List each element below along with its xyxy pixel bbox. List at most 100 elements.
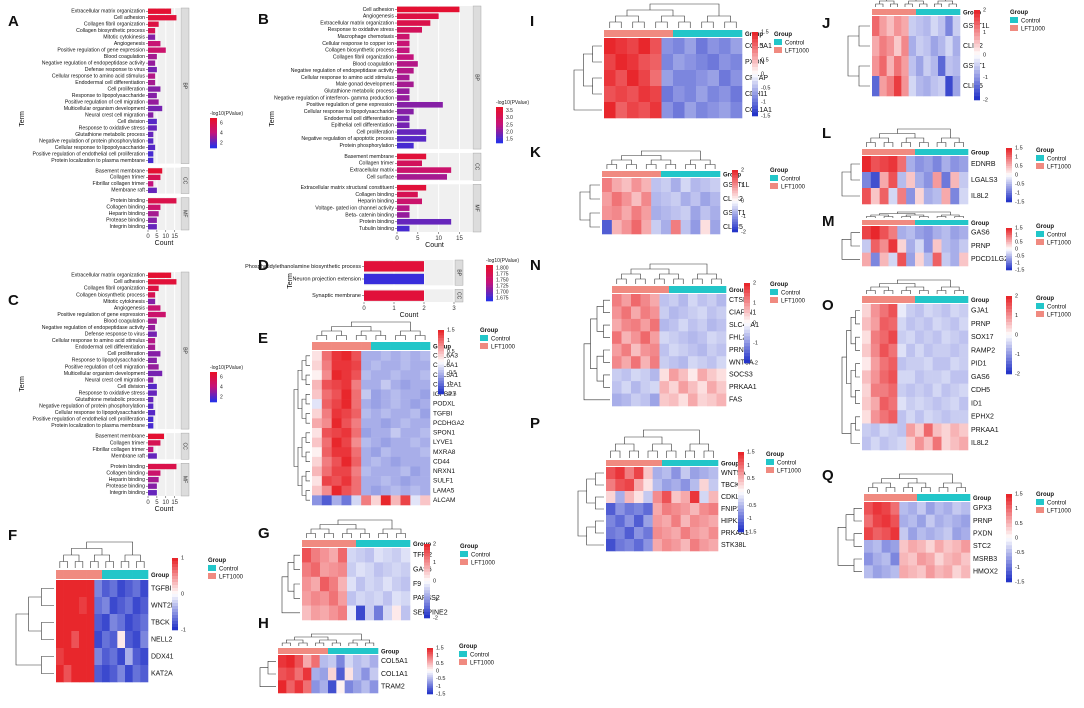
heatmap-cell	[311, 655, 320, 668]
colorbar-segment	[172, 561, 178, 565]
term-label: Cell proliferation	[357, 129, 395, 135]
heatmap-cell	[312, 389, 323, 400]
dendrogram-branch	[883, 290, 894, 294]
colorbar-segment	[438, 367, 444, 371]
heatmap-cell	[312, 476, 323, 487]
heatmap-cell	[602, 178, 613, 193]
heatmap-cell	[390, 389, 401, 400]
colorbar-segment	[438, 362, 444, 365]
heatmap-cell	[680, 479, 691, 492]
dendrogram-branch	[586, 526, 604, 546]
dendrogram-branch	[685, 164, 696, 169]
heatmap-cell	[716, 331, 727, 345]
panel-label-L: L	[822, 125, 831, 142]
group-annotation-cell	[961, 494, 971, 501]
bar	[397, 101, 443, 108]
colorbar-segment	[424, 584, 430, 588]
colorbar-segment	[1006, 367, 1012, 372]
row-dendrogram	[837, 508, 862, 572]
dendrogram-branch	[650, 159, 672, 165]
heatmap-cell	[341, 456, 352, 467]
heatmap-cell	[94, 597, 103, 615]
heatmap-cell	[294, 655, 304, 668]
bar	[148, 204, 161, 210]
heatmap-cell	[602, 206, 613, 221]
heatmap-cell	[870, 304, 880, 318]
colorbar-segment	[1006, 348, 1012, 352]
bar	[397, 136, 427, 142]
colorbar-segment	[210, 133, 217, 135]
heatmap-cell	[606, 491, 616, 504]
heatmap-cell	[420, 399, 431, 410]
heatmap-cell	[899, 565, 909, 579]
x-tick-label: 10	[162, 500, 169, 506]
x-tick-label: 3	[452, 306, 456, 312]
colorbar-segment	[172, 570, 178, 574]
bar	[397, 153, 427, 160]
heatmap-cell	[336, 680, 345, 694]
colorbar-segment	[172, 573, 178, 577]
group-annotation-cell	[71, 570, 80, 579]
dendrogram-branch	[336, 335, 347, 340]
term-label: Negative regulation of endopeptidase act…	[42, 325, 146, 331]
heatmap-cell	[351, 351, 362, 361]
colorbar-tick-label: -0.5	[747, 503, 756, 509]
group-annotation-cell	[708, 460, 719, 466]
group-annotation-cell	[943, 494, 953, 501]
heatmap-cell	[872, 16, 880, 37]
colorbar-segment	[438, 330, 444, 333]
heatmap-cell	[886, 16, 895, 37]
term-label: Integrin binding	[110, 490, 146, 496]
group-annotation-cell	[879, 9, 887, 15]
colorbar-segment	[210, 145, 217, 147]
colorbar-segment	[496, 123, 503, 126]
heatmap-cell	[400, 408, 411, 419]
heatmap-cell	[621, 178, 632, 193]
gene-label: LAMA5	[433, 487, 455, 494]
group-annotation-cell	[79, 570, 87, 579]
heatmap-cell	[606, 503, 616, 516]
heatmap-cell	[673, 86, 685, 103]
term-label: Heparin binding	[109, 211, 145, 217]
dendrogram-branch	[94, 554, 110, 562]
dendrogram-branch	[897, 211, 951, 215]
heatmap-cell	[932, 383, 942, 398]
group-legend-swatch	[480, 343, 488, 349]
colorbar-tick-label: 0.5	[1015, 521, 1023, 527]
group-legend-label: LFT1000	[777, 469, 802, 475]
heatmap-cell	[707, 318, 717, 332]
dendrogram-branch	[28, 596, 42, 632]
heatmap-cell	[371, 447, 382, 458]
row-dendrogram	[573, 45, 602, 111]
dendrogram-branch	[603, 299, 610, 313]
heatmap-cell	[669, 343, 679, 357]
heatmap-cell	[627, 54, 639, 71]
heatmap-cell	[897, 226, 907, 240]
heatmap-cell	[699, 503, 709, 516]
heatmap-cell	[79, 614, 87, 632]
colorbar-segment	[974, 66, 980, 71]
heatmap-cell	[708, 515, 719, 528]
legend-tick-label: 1.675	[496, 295, 509, 301]
colorbar-segment	[210, 384, 217, 386]
dendrogram-branch	[305, 451, 310, 462]
colorbar-segment	[210, 118, 217, 120]
dendrogram-branch	[645, 164, 657, 169]
x-tick-label: 15	[456, 236, 463, 242]
colorbar-segment	[1006, 235, 1012, 238]
term-label: Positive regulation of cell migration	[65, 364, 145, 370]
heatmap-cell	[908, 514, 918, 528]
colorbar-segment	[1006, 494, 1012, 498]
group-annotation-cell	[897, 149, 907, 155]
heatmap-cell	[331, 476, 342, 487]
heatmap-cell	[915, 317, 925, 331]
colorbar-tick-label: 1.5	[447, 327, 455, 333]
heatmap-cell	[906, 343, 916, 358]
colorbar-segment	[744, 316, 750, 320]
group-annotation-cell	[311, 648, 320, 654]
dendrogram-branch	[396, 533, 406, 538]
group-annotation-cell	[641, 171, 652, 177]
bar	[397, 20, 431, 26]
bar	[397, 6, 460, 13]
heatmap-cell	[302, 605, 312, 621]
